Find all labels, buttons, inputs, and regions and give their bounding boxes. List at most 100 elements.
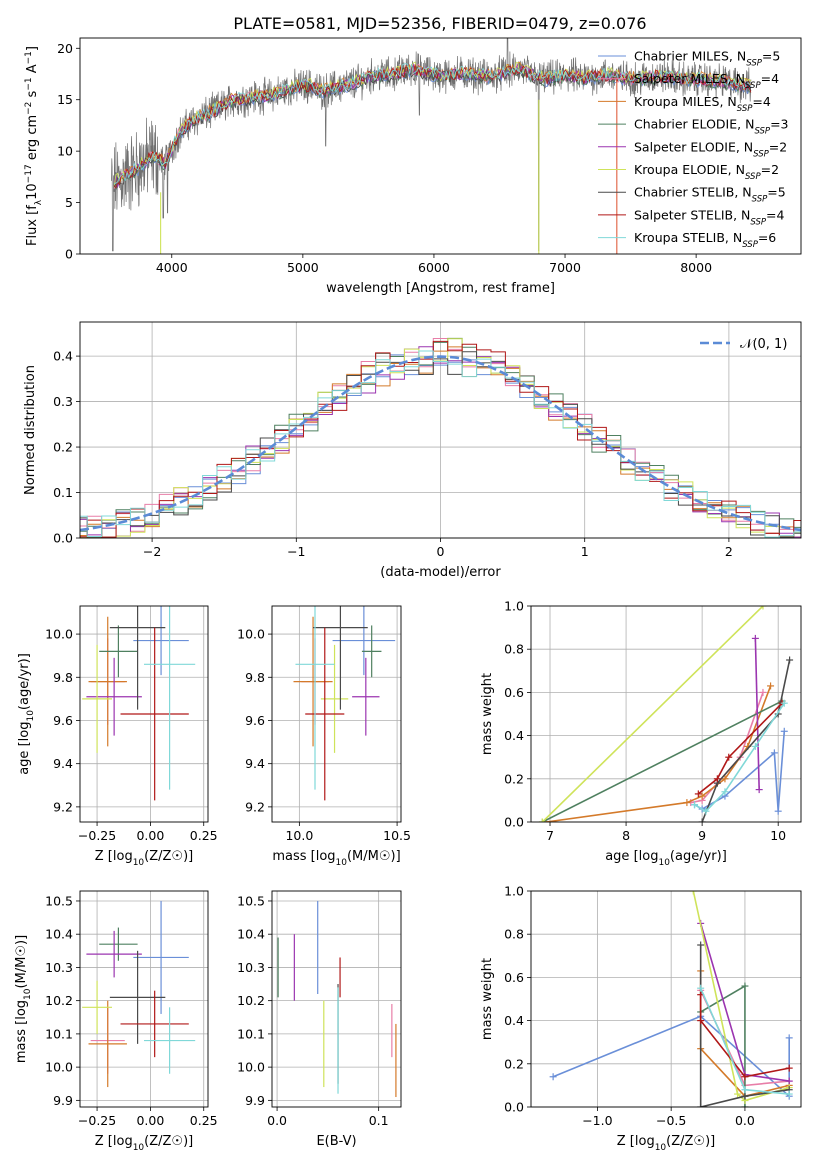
y-axis-label: Flux [fλ10−17 erg cm−2 s−1 A−1] bbox=[24, 46, 44, 246]
legend-entry: 𝒩(0, 1) bbox=[740, 337, 787, 352]
errorbar-chabrier-elodie bbox=[361, 625, 382, 678]
series-line bbox=[546, 685, 772, 822]
y-tick-label: 9.2 bbox=[53, 799, 73, 814]
y-tick-label: 9.8 bbox=[53, 670, 73, 685]
series-kroupa-elodie bbox=[538, 606, 767, 822]
errorbar-salpeter-elodie bbox=[86, 657, 142, 736]
errorbar-kroupa-miles bbox=[88, 1000, 127, 1088]
errorbar-salpeter-stelib bbox=[305, 627, 345, 801]
y-tick-label: 10 bbox=[57, 144, 73, 159]
x-tick-label: 10.5 bbox=[383, 828, 411, 843]
y-tick-label: 10.0 bbox=[237, 627, 265, 642]
x-axis-label: wavelength [Angstrom, rest frame] bbox=[326, 281, 555, 296]
histogram-legend: 𝒩(0, 1) bbox=[700, 337, 787, 352]
x-tick-label: 7000 bbox=[549, 260, 581, 275]
y-tick-label: 10.5 bbox=[237, 893, 265, 908]
y-tick-label: 0.4 bbox=[53, 349, 73, 364]
mass-vs-EBV-panel: 0.0 0.1 9.9 10.0 10.1 10.2 10.3 10.4 10.5 E(B-V) bbox=[237, 890, 402, 1149]
y-tick-label: 0 bbox=[65, 247, 73, 262]
y-tick-label: 9.8 bbox=[245, 670, 265, 685]
y-tick-label: 10.4 bbox=[237, 927, 265, 942]
x-tick-label: −1 bbox=[287, 544, 305, 559]
y-axis-label: age [log10(age/yr)] bbox=[17, 653, 36, 775]
spectrum-panel: 4000 5000 6000 7000 8000 0 5 10 15 20 wavelength [… bbox=[24, 37, 802, 296]
age-vs-Z-plot-area bbox=[82, 606, 196, 801]
y-tick-label: 0.2 bbox=[53, 440, 73, 455]
y-tick-label: 0.3 bbox=[53, 394, 73, 409]
y-axis-label: mass weight bbox=[480, 958, 495, 1040]
mass-vs-Z-plot-area bbox=[82, 900, 196, 1088]
x-tick-label: 0.1 bbox=[369, 1113, 389, 1128]
x-tick-label: 8 bbox=[622, 828, 630, 843]
y-tick-label: 9.4 bbox=[245, 756, 265, 771]
series-kroupa-stelib bbox=[697, 984, 793, 1098]
y-tick-label: 5 bbox=[65, 195, 73, 210]
x-tick-label: 8000 bbox=[680, 260, 712, 275]
x-tick-label: 0.25 bbox=[190, 828, 218, 843]
x-tick-label: 0.00 bbox=[136, 828, 164, 843]
x-tick-label: 7 bbox=[546, 828, 554, 843]
y-tick-label: 20 bbox=[57, 41, 73, 56]
y-axis-label: mass weight bbox=[480, 673, 495, 755]
y-tick-label: 0.2 bbox=[504, 771, 524, 786]
figure-title: PLATE=0581, MJD=52356, FIBERID=0479, z=0… bbox=[233, 14, 646, 33]
errorbar-salpeter-stelib bbox=[120, 990, 189, 1058]
errorbar-kroupa-miles bbox=[88, 616, 127, 747]
series-line bbox=[697, 702, 783, 795]
legend-entry: Kroupa MILES, NSSP=4 bbox=[634, 94, 771, 114]
x-axis-label: (data-model)/error bbox=[380, 565, 501, 580]
y-tick-label: 9.6 bbox=[53, 713, 73, 728]
spectrum-plot-area bbox=[111, 38, 752, 254]
axes-frame bbox=[79, 890, 209, 1108]
y-tick-label: 1.0 bbox=[504, 599, 524, 614]
x-tick-label: −0.5 bbox=[656, 1113, 686, 1128]
y-tick-label: 9.9 bbox=[245, 1093, 265, 1108]
x-tick-label: 1 bbox=[581, 544, 589, 559]
x-tick-label: −0.25 bbox=[78, 828, 116, 843]
x-tick-label: 5000 bbox=[287, 260, 319, 275]
errorbar-chabrier-miles bbox=[332, 606, 396, 676]
y-tick-label: 9.2 bbox=[245, 799, 265, 814]
y-tick-label: 10.2 bbox=[45, 993, 73, 1008]
x-tick-label: −0.25 bbox=[78, 1113, 116, 1128]
age-vs-Z-panel: −0.25 0.00 0.25 9.2 9.4 9.6 9.8 10.0 Z [log10(Z/… bbox=[17, 605, 218, 868]
errorbar-salpeter-stelib bbox=[120, 627, 189, 801]
errorbar-kroupa-elodie bbox=[82, 980, 112, 1034]
series-salpeter-elodie bbox=[751, 634, 763, 794]
y-tick-label: 10.0 bbox=[45, 627, 73, 642]
x-tick-label: 0.0 bbox=[735, 1113, 755, 1128]
axes-frame bbox=[271, 605, 402, 823]
model-spectrum-chabrier-stelib bbox=[113, 65, 752, 188]
series-line bbox=[541, 606, 764, 822]
series-salpeter-stelib bbox=[697, 991, 793, 1081]
model-spectrum-kroupa-elodie bbox=[113, 61, 752, 188]
y-tick-label: 15 bbox=[57, 92, 73, 107]
y-tick-label: 9.9 bbox=[53, 1093, 73, 1108]
legend-entry: Kroupa ELODIE, NSSP=2 bbox=[634, 162, 779, 182]
y-tick-label: 1.0 bbox=[504, 884, 524, 899]
x-tick-label: −2 bbox=[143, 544, 161, 559]
legend-entry: Chabrier MILES, NSSP=5 bbox=[634, 49, 780, 69]
errorbar-chabrier-elodie bbox=[99, 625, 138, 678]
y-tick-label: 0.2 bbox=[504, 1056, 524, 1071]
legend-entry: Salpeter STELIB, NSSP=4 bbox=[634, 207, 784, 227]
x-tick-label: −1.0 bbox=[582, 1113, 612, 1128]
y-tick-label: 0.4 bbox=[504, 1013, 524, 1028]
errorbar-chabrier-elodie bbox=[99, 927, 138, 961]
y-tick-label: 0.6 bbox=[504, 685, 524, 700]
y-tick-label: 10.0 bbox=[45, 1060, 73, 1075]
x-tick-label: 0.25 bbox=[190, 1113, 218, 1128]
errorbar-salpeter-elodie bbox=[352, 657, 380, 736]
y-tick-label: 10.3 bbox=[237, 960, 265, 975]
mass-weight-vs-Z-panel: −1.0 −0.5 0.0 0.0 0.2 0.4 0.6 0.8 1.0 Z [log10(Z/… bbox=[480, 884, 802, 1153]
mass-weight-vs-Z-plot-area bbox=[549, 891, 793, 1107]
x-tick-label: 0.00 bbox=[136, 1113, 164, 1128]
y-tick-label: 10.3 bbox=[45, 960, 73, 975]
x-tick-label: 0 bbox=[437, 544, 445, 559]
series-line bbox=[692, 891, 790, 1102]
errorbar-kroupa-stelib bbox=[144, 1007, 196, 1074]
errorbar-kroupa-miles bbox=[293, 616, 333, 747]
errorbar-salpeter-elodie bbox=[86, 930, 142, 978]
